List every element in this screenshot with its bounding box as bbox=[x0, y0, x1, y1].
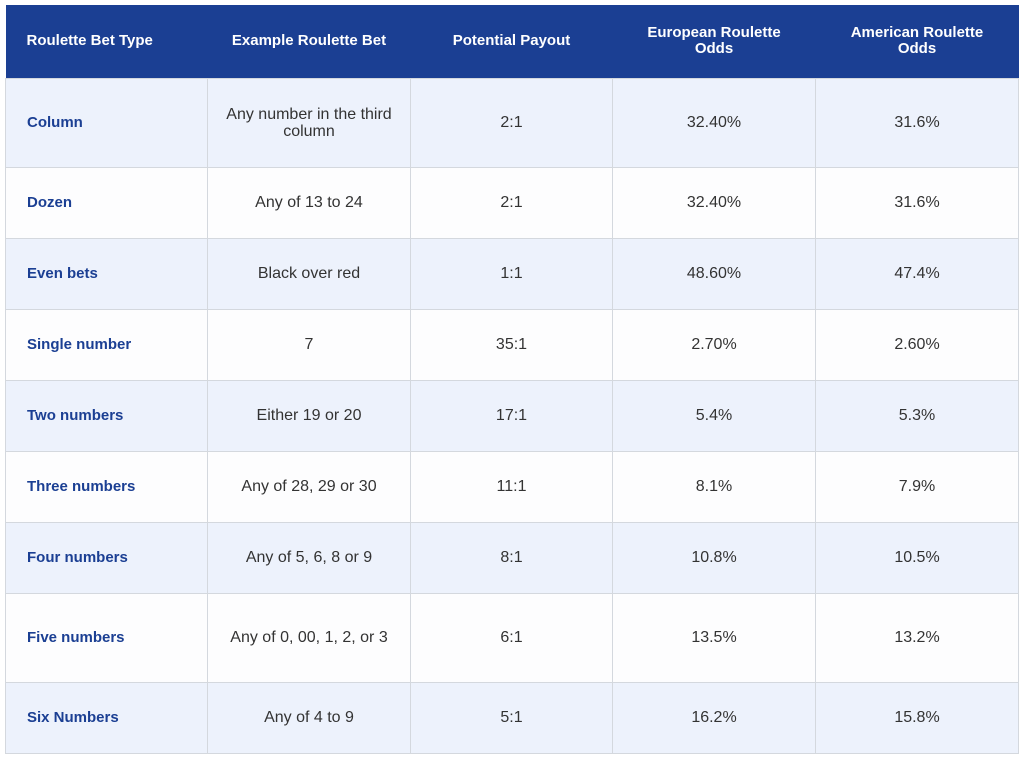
cell-bet-type: Single number bbox=[5, 308, 208, 381]
cell-example-bet: Any of 5, 6, 8 or 9 bbox=[207, 521, 411, 594]
table-row: Five numbers Any of 0, 00, 1, 2, or 3 6:… bbox=[5, 592, 1019, 683]
cell-american-odds: 10.5% bbox=[815, 521, 1019, 594]
cell-american-odds: 47.4% bbox=[815, 237, 1019, 310]
header-row: Roulette Bet Type Example Roulette Bet P… bbox=[5, 5, 1019, 78]
table-header: Roulette Bet Type Example Roulette Bet P… bbox=[5, 5, 1019, 78]
cell-american-odds: 31.6% bbox=[815, 77, 1019, 168]
cell-payout: 8:1 bbox=[410, 521, 613, 594]
cell-bet-type: Even bets bbox=[5, 237, 208, 310]
table-row: Six Numbers Any of 4 to 9 5:1 16.2% 15.8… bbox=[5, 681, 1019, 754]
cell-payout: 11:1 bbox=[410, 450, 613, 523]
table-row: Column Any number in the third column 2:… bbox=[5, 77, 1019, 168]
cell-european-odds: 5.4% bbox=[612, 379, 816, 452]
cell-example-bet: Any number in the third column bbox=[207, 77, 411, 168]
cell-example-bet: Either 19 or 20 bbox=[207, 379, 411, 452]
table-row: Four numbers Any of 5, 6, 8 or 9 8:1 10.… bbox=[5, 521, 1019, 594]
table-body: Column Any number in the third column 2:… bbox=[5, 77, 1019, 754]
cell-european-odds: 48.60% bbox=[612, 237, 816, 310]
roulette-odds-table: Roulette Bet Type Example Roulette Bet P… bbox=[5, 5, 1019, 754]
cell-american-odds: 5.3% bbox=[815, 379, 1019, 452]
cell-payout: 17:1 bbox=[410, 379, 613, 452]
cell-european-odds: 16.2% bbox=[612, 681, 816, 754]
cell-american-odds: 2.60% bbox=[815, 308, 1019, 381]
cell-bet-type: Five numbers bbox=[5, 592, 208, 683]
header-european-odds: European Roulette Odds bbox=[612, 5, 816, 78]
cell-example-bet: Black over red bbox=[207, 237, 411, 310]
cell-bet-type: Three numbers bbox=[5, 450, 208, 523]
table-row: Single number 7 35:1 2.70% 2.60% bbox=[5, 308, 1019, 381]
table-row: Dozen Any of 13 to 24 2:1 32.40% 31.6% bbox=[5, 166, 1019, 239]
cell-european-odds: 32.40% bbox=[612, 166, 816, 239]
cell-example-bet: Any of 28, 29 or 30 bbox=[207, 450, 411, 523]
table-row: Even bets Black over red 1:1 48.60% 47.4… bbox=[5, 237, 1019, 310]
table-row: Three numbers Any of 28, 29 or 30 11:1 8… bbox=[5, 450, 1019, 523]
roulette-odds-table-container: Roulette Bet Type Example Roulette Bet P… bbox=[5, 5, 1019, 754]
cell-example-bet: Any of 0, 00, 1, 2, or 3 bbox=[207, 592, 411, 683]
cell-payout: 6:1 bbox=[410, 592, 613, 683]
cell-european-odds: 2.70% bbox=[612, 308, 816, 381]
cell-bet-type: Dozen bbox=[5, 166, 208, 239]
cell-european-odds: 13.5% bbox=[612, 592, 816, 683]
cell-american-odds: 15.8% bbox=[815, 681, 1019, 754]
table-row: Two numbers Either 19 or 20 17:1 5.4% 5.… bbox=[5, 379, 1019, 452]
cell-example-bet: 7 bbox=[207, 308, 411, 381]
cell-payout: 35:1 bbox=[410, 308, 613, 381]
cell-european-odds: 8.1% bbox=[612, 450, 816, 523]
header-bet-type: Roulette Bet Type bbox=[5, 5, 208, 78]
cell-european-odds: 10.8% bbox=[612, 521, 816, 594]
cell-payout: 1:1 bbox=[410, 237, 613, 310]
cell-american-odds: 7.9% bbox=[815, 450, 1019, 523]
header-american-odds: American Roulette Odds bbox=[815, 5, 1019, 78]
cell-bet-type: Column bbox=[5, 77, 208, 168]
cell-example-bet: Any of 4 to 9 bbox=[207, 681, 411, 754]
header-potential-payout: Potential Payout bbox=[410, 5, 613, 78]
cell-european-odds: 32.40% bbox=[612, 77, 816, 168]
cell-american-odds: 31.6% bbox=[815, 166, 1019, 239]
cell-bet-type: Six Numbers bbox=[5, 681, 208, 754]
cell-american-odds: 13.2% bbox=[815, 592, 1019, 683]
cell-bet-type: Four numbers bbox=[5, 521, 208, 594]
cell-bet-type: Two numbers bbox=[5, 379, 208, 452]
header-example-bet: Example Roulette Bet bbox=[207, 5, 411, 78]
cell-example-bet: Any of 13 to 24 bbox=[207, 166, 411, 239]
cell-payout: 2:1 bbox=[410, 77, 613, 168]
cell-payout: 2:1 bbox=[410, 166, 613, 239]
cell-payout: 5:1 bbox=[410, 681, 613, 754]
